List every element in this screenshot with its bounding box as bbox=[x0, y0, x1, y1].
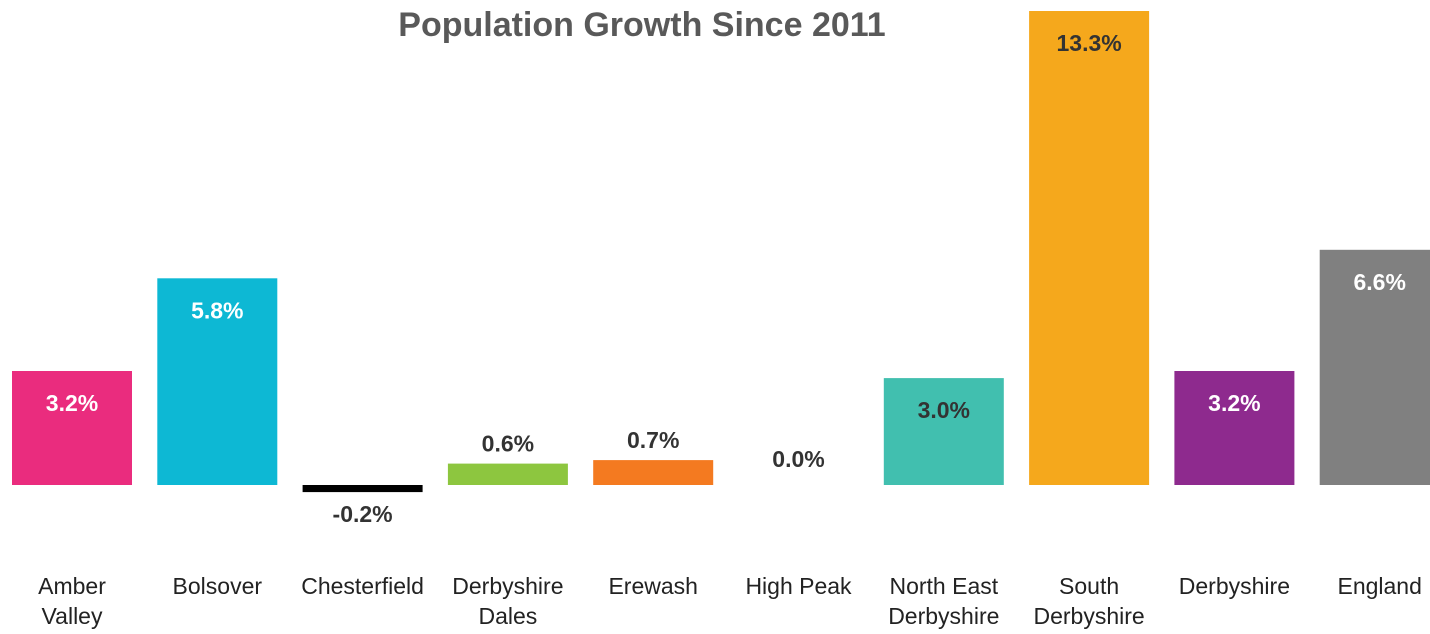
bar-north-east-derbyshire bbox=[883, 378, 1004, 485]
bar-derbyshire bbox=[1174, 371, 1295, 485]
category-label-high-peak: High Peak bbox=[745, 573, 852, 599]
value-label-derbyshire-dales: 0.6% bbox=[482, 431, 534, 457]
category-label-south-derbyshire: South Derbyshire bbox=[1033, 573, 1144, 629]
category-label-england: England bbox=[1337, 573, 1421, 599]
bar-amber-valley bbox=[12, 371, 132, 485]
value-label-south-derbyshire: 13.3% bbox=[1056, 30, 1121, 56]
category-label-amber-valley: Amber Valley bbox=[38, 573, 106, 629]
category-label-derbyshire-dales: Derbyshire Dales bbox=[452, 573, 563, 629]
value-label-amber-valley: 3.2% bbox=[46, 390, 98, 416]
bar-south-derbyshire bbox=[1029, 11, 1150, 485]
value-labels-group: 3.2% 5.8% -0.2% 0.6% 0.7% 0.0% 3.0% 13.3% 3.2% 6.… bbox=[46, 30, 1406, 527]
category-labels-group: Amber Valley Bolsover Chesterfield Derbyshir… bbox=[38, 573, 1422, 629]
value-label-bolsover: 5.8% bbox=[191, 297, 243, 323]
category-label-erewash: Erewash bbox=[608, 573, 697, 599]
category-label-derbyshire: Derbyshire bbox=[1179, 573, 1290, 599]
bars-group bbox=[12, 11, 1430, 493]
value-label-high-peak: 0.0% bbox=[772, 446, 824, 472]
value-label-derbyshire: 3.2% bbox=[1208, 390, 1260, 416]
bar-england bbox=[1319, 249, 1430, 485]
category-label-bolsover: Bolsover bbox=[173, 573, 263, 599]
bar-derbyshire-dales bbox=[447, 463, 568, 485]
category-label-north-east-derbyshire: North East Derbyshire bbox=[888, 573, 999, 629]
chart-title: Population Growth Since 2011 bbox=[398, 6, 885, 44]
value-label-chesterfield: -0.2% bbox=[333, 501, 393, 527]
bar-chesterfield bbox=[302, 485, 423, 493]
value-label-north-east-derbyshire: 3.0% bbox=[918, 397, 970, 423]
bar-bolsover bbox=[157, 278, 278, 485]
value-label-england: 6.6% bbox=[1353, 269, 1405, 295]
category-label-chesterfield: Chesterfield bbox=[301, 573, 424, 599]
bar-erewash bbox=[593, 460, 714, 485]
value-label-erewash: 0.7% bbox=[627, 427, 679, 453]
